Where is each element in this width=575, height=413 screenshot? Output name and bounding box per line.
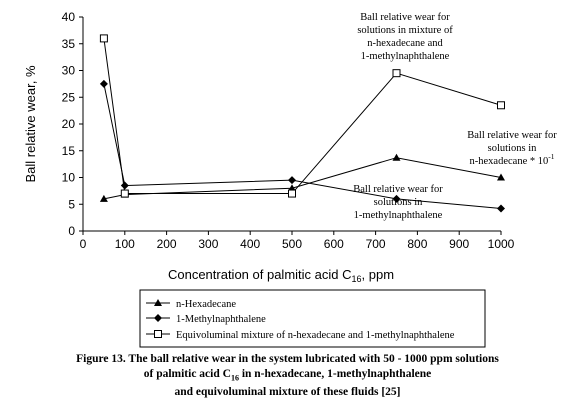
legend-marker-2 <box>154 314 162 322</box>
series-2-point <box>392 194 401 203</box>
caption-line-3: and equivoluminal mixture of these fluid… <box>174 386 401 399</box>
annotation-1-line: solutions in mixture of <box>357 25 453 36</box>
annotation-2-line: Ball relative wear for <box>467 130 557 141</box>
x-tick-label: 1000 <box>488 237 515 251</box>
legend-box <box>139 289 486 348</box>
figure-caption: Figure 13. The ball relative wear in the… <box>0 352 575 400</box>
plot-series <box>103 38 502 210</box>
series-1-point <box>99 194 108 202</box>
legend: n-Hexadecane 1-Methylnaphthalene Equivolum… <box>139 289 486 348</box>
legend-label-1: n-Hexadecane <box>176 299 236 310</box>
series-2-point <box>497 204 505 213</box>
x-tick-label: 200 <box>157 237 177 251</box>
annotation-2-line: n-hexadecane * 10-1 <box>470 152 555 167</box>
annotation-2-line: solutions in <box>488 143 537 154</box>
caption-line-1: Figure 13. The ball relative wear in the… <box>76 353 499 365</box>
series-3-point <box>288 189 296 198</box>
axes <box>82 17 501 232</box>
annotation-3-line: Ball relative wear for <box>353 184 443 195</box>
x-tick-label: 300 <box>198 237 218 251</box>
y-tick-label: 10 <box>62 171 76 185</box>
caption-line-2: of palmitic acid C16 in n-hexadecane, 1-… <box>143 368 432 383</box>
y-tick-label: 35 <box>62 37 76 51</box>
series-1-point <box>497 173 505 181</box>
ticks: 0 100 200 300 400 500 600 700 800 900 1000 0 5 10 15 20… <box>62 10 515 251</box>
annotation-1-line: Ball relative wear for <box>360 12 450 23</box>
x-tick-label: 100 <box>115 237 135 251</box>
annotation-3-line: 1-methylnaphthalene <box>354 210 443 221</box>
series-2-point <box>288 176 296 185</box>
series-2-point <box>99 79 108 88</box>
x-axis-title: Concentration of palmitic acid C16, ppm <box>168 267 394 284</box>
series-1-point <box>392 153 401 161</box>
y-tick-label: 25 <box>62 90 76 104</box>
y-axis-title: Ball relative wear, % <box>23 65 38 182</box>
y-tick-label: 40 <box>62 10 76 24</box>
legend-marker-1 <box>154 299 162 306</box>
x-tick-label: 700 <box>366 237 386 251</box>
x-tick-label: 0 <box>80 237 87 251</box>
x-tick-label: 500 <box>282 237 302 251</box>
y-tick-label: 5 <box>68 197 75 211</box>
x-tick-label: 400 <box>240 237 260 251</box>
x-tick-label: 900 <box>449 237 469 251</box>
y-tick-label: 20 <box>62 117 76 131</box>
annotation-1-line: 1-methylnaphthalene <box>361 51 450 62</box>
series-3-point <box>120 189 129 198</box>
series-1-point <box>288 184 296 192</box>
markers <box>99 34 505 213</box>
legend-marker-3 <box>154 330 162 338</box>
x-tick-label: 600 <box>324 237 344 251</box>
series-3-point <box>497 101 505 110</box>
series-3-point <box>392 69 401 78</box>
y-tick-label: 30 <box>62 64 76 78</box>
series-2-point <box>120 181 129 190</box>
y-tick-label: 15 <box>62 144 76 158</box>
series-3-point <box>99 34 108 43</box>
annotation-1-line: n-hexadecane and <box>367 38 443 49</box>
annotation-3-line: solutions in <box>374 197 423 208</box>
y-tick-label: 0 <box>68 224 75 238</box>
legend-label-3: Equivoluminal mixture of n-hexadecane an… <box>176 330 455 341</box>
annotations: Ball relative wear for solutions in mixtu… <box>353 12 557 221</box>
legend-label-2: 1-Methylnaphthalene <box>176 314 266 325</box>
x-tick-label: 800 <box>407 237 427 251</box>
